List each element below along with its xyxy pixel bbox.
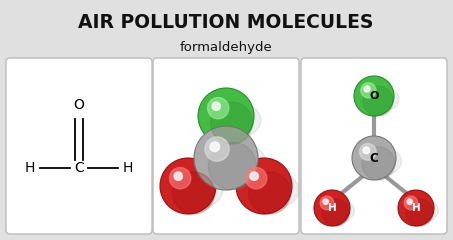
Circle shape bbox=[352, 136, 396, 180]
Circle shape bbox=[169, 168, 191, 189]
Circle shape bbox=[406, 199, 433, 226]
Circle shape bbox=[398, 190, 434, 226]
Circle shape bbox=[208, 142, 256, 190]
Circle shape bbox=[354, 76, 394, 116]
Circle shape bbox=[323, 199, 328, 204]
Text: H: H bbox=[123, 161, 133, 175]
Ellipse shape bbox=[196, 140, 266, 185]
Circle shape bbox=[322, 199, 349, 226]
Circle shape bbox=[194, 126, 258, 190]
Circle shape bbox=[207, 97, 229, 119]
Ellipse shape bbox=[237, 171, 299, 210]
FancyBboxPatch shape bbox=[153, 58, 299, 234]
Circle shape bbox=[360, 144, 376, 160]
Circle shape bbox=[246, 168, 267, 189]
Ellipse shape bbox=[199, 101, 261, 140]
Circle shape bbox=[320, 196, 334, 210]
Circle shape bbox=[314, 190, 350, 226]
Circle shape bbox=[173, 172, 215, 214]
Circle shape bbox=[236, 158, 292, 214]
Text: C: C bbox=[370, 151, 378, 164]
FancyBboxPatch shape bbox=[301, 58, 447, 234]
Text: H: H bbox=[412, 203, 420, 213]
Ellipse shape bbox=[399, 198, 439, 223]
Ellipse shape bbox=[315, 198, 355, 223]
Ellipse shape bbox=[355, 85, 399, 113]
Circle shape bbox=[249, 172, 291, 214]
Text: H: H bbox=[25, 161, 35, 175]
Circle shape bbox=[361, 83, 376, 98]
Circle shape bbox=[212, 102, 221, 110]
Circle shape bbox=[364, 86, 370, 92]
Ellipse shape bbox=[353, 146, 401, 177]
Ellipse shape bbox=[161, 171, 223, 210]
Circle shape bbox=[362, 147, 395, 180]
Circle shape bbox=[250, 172, 258, 180]
Circle shape bbox=[205, 137, 229, 161]
Circle shape bbox=[404, 196, 418, 210]
Circle shape bbox=[210, 142, 220, 152]
Text: formaldehyde: formaldehyde bbox=[180, 42, 272, 54]
Text: C: C bbox=[74, 161, 84, 175]
Text: AIR POLLUTION MOLECULES: AIR POLLUTION MOLECULES bbox=[78, 12, 374, 31]
Circle shape bbox=[198, 88, 254, 144]
Text: O: O bbox=[73, 98, 84, 112]
Circle shape bbox=[407, 199, 412, 204]
Circle shape bbox=[174, 172, 183, 180]
FancyBboxPatch shape bbox=[6, 58, 152, 234]
Text: H: H bbox=[328, 203, 337, 213]
Text: O: O bbox=[369, 91, 379, 101]
Circle shape bbox=[363, 147, 370, 154]
Circle shape bbox=[160, 158, 216, 214]
Circle shape bbox=[363, 86, 393, 116]
Circle shape bbox=[211, 102, 253, 144]
